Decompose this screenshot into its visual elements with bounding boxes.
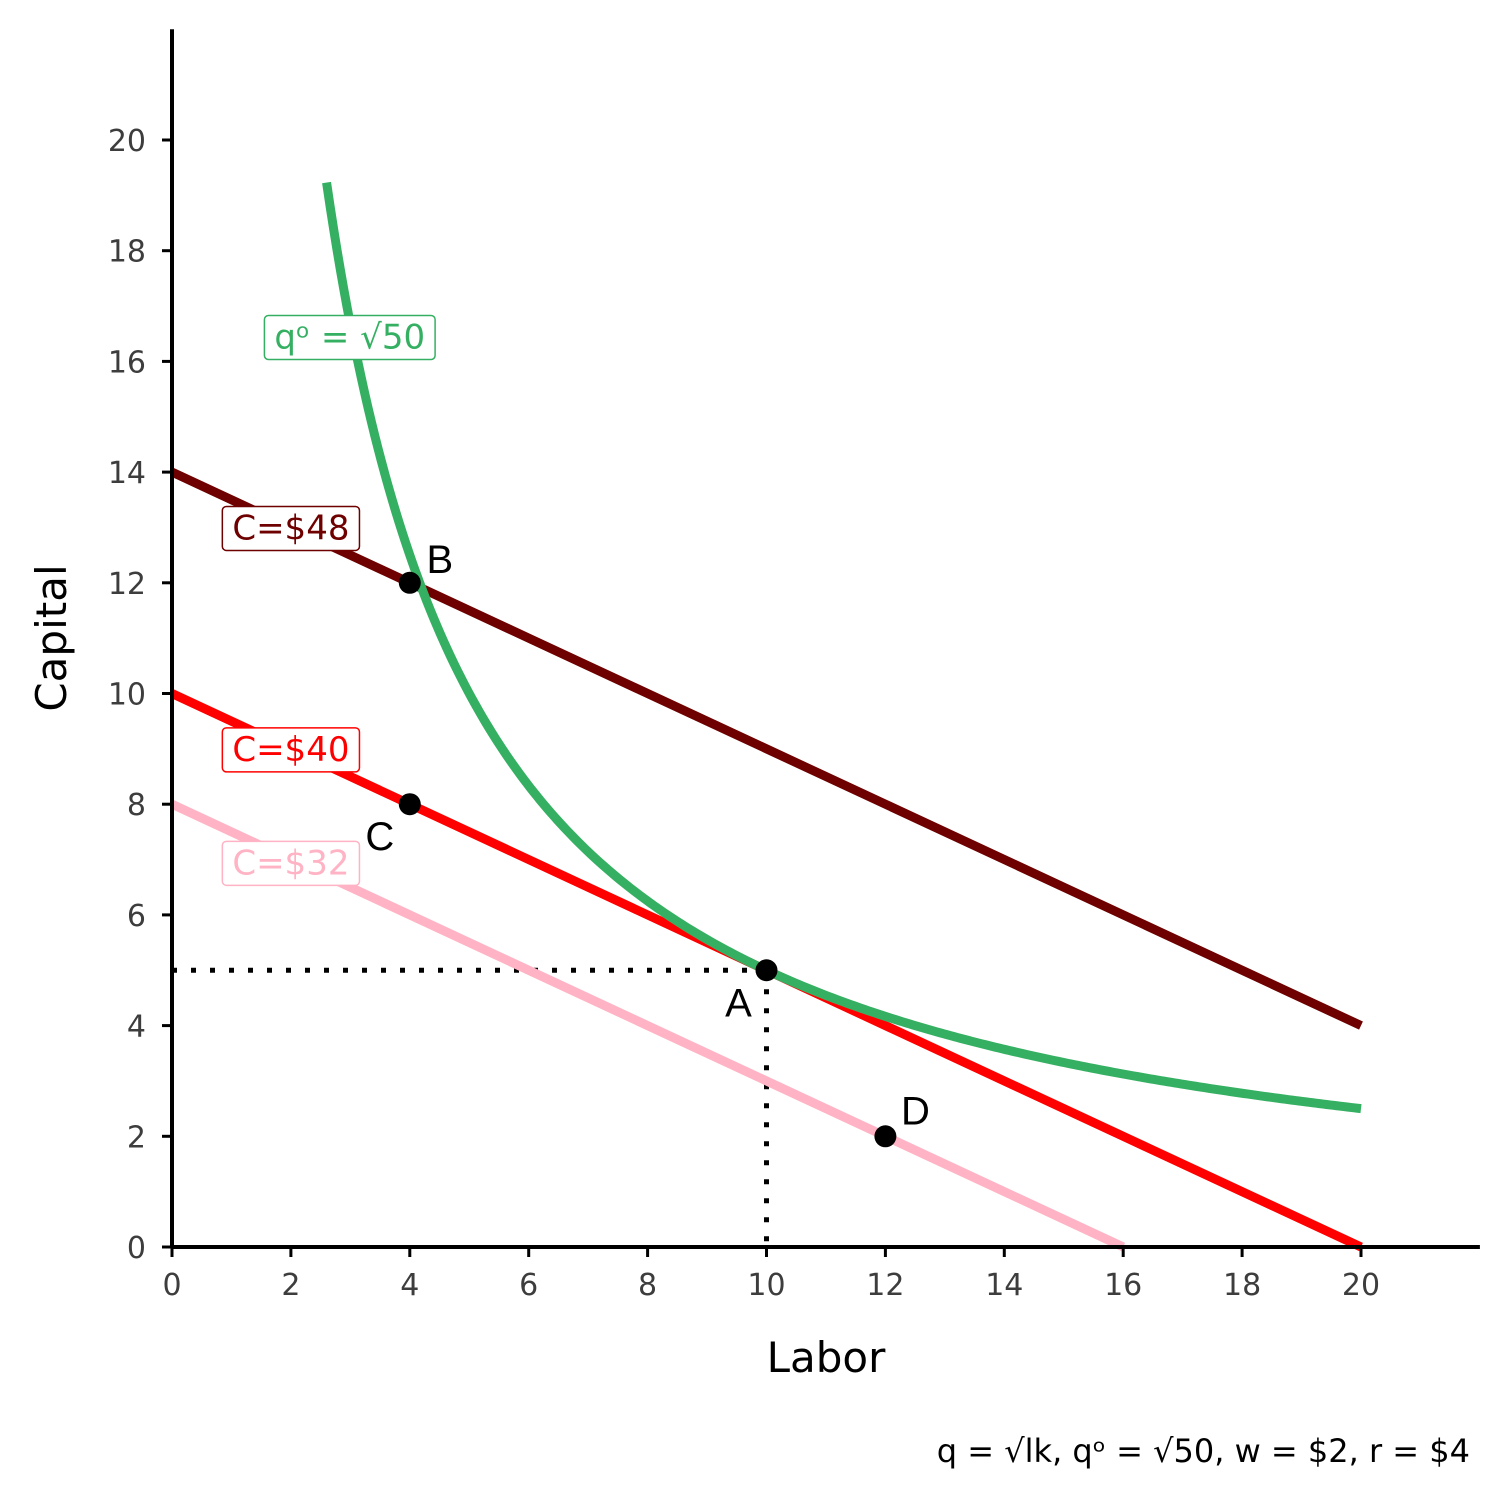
y-tick-label: 16 (108, 345, 146, 380)
line-labels: C=$48 C=$40 C=$32 qᵒ = √50 (221, 314, 436, 887)
isocost-label-2-box (221, 840, 361, 887)
isoquant-label-box (263, 314, 436, 361)
isocost-label-1-box (221, 727, 361, 773)
x-tick-label: 16 (1104, 1268, 1142, 1303)
isoquant-curve (322, 181, 1362, 1114)
x-tick-label: 6 (519, 1268, 538, 1303)
y-tick-label: 4 (127, 1010, 146, 1045)
y-tick-label: 10 (108, 678, 146, 713)
x-tick-label: 12 (866, 1268, 904, 1303)
x-tick-label: 10 (747, 1268, 785, 1303)
x-tick-label: 2 (281, 1268, 300, 1303)
y-tick-label: 2 (127, 1120, 146, 1155)
x-axis-label: Labor (767, 1333, 886, 1382)
guide-lines (172, 967, 769, 1247)
point-label-D: D (901, 1089, 930, 1133)
x-tick-label: 4 (400, 1268, 419, 1303)
tick-labels: 0 2 4 6 8 10 12 14 16 18 20 0 2 4 6 8 10 12 14 16 18 20 (108, 124, 1380, 1303)
isocost-line-0 (170, 468, 1363, 1030)
axes (162, 29, 1480, 1257)
y-tick-label: 0 (127, 1231, 146, 1266)
y-tick-label: 20 (108, 124, 146, 159)
point-B (398, 571, 421, 594)
point-label-C: C (365, 815, 394, 859)
isocost-label-0-box (221, 505, 361, 552)
x-tick-label: 14 (985, 1268, 1023, 1303)
point-A (755, 959, 778, 982)
isocost-label-1: C=$40 (221, 727, 361, 773)
isocost-label-2-text: C=$32 (232, 843, 349, 883)
isocost-label-1-text: C=$40 (232, 730, 349, 770)
isoquant-label: qᵒ = √50 (263, 314, 436, 361)
point-C (398, 793, 421, 816)
y-tick-label: 8 (127, 788, 146, 823)
y-tick-label: 12 (108, 567, 146, 602)
x-tick-label: 0 (162, 1268, 181, 1303)
y-tick-label: 6 (127, 899, 146, 934)
isocost-label-0: C=$48 (221, 505, 361, 552)
isoquant-label-text: qᵒ = √50 (274, 317, 425, 357)
isocost-label-0-text: C=$48 (232, 508, 349, 548)
point-label-B: B (426, 538, 453, 582)
isocost-label-2: C=$32 (221, 840, 361, 887)
point-D (874, 1125, 897, 1148)
point-label-A: A (725, 981, 752, 1025)
x-tick-label: 18 (1223, 1268, 1261, 1303)
x-tick-label: 8 (638, 1268, 657, 1303)
x-tick-label: 20 (1342, 1268, 1380, 1303)
y-axis-label: Capital (27, 564, 76, 711)
caption: q = √lk, qᵒ = √50, w = $2, r = $4 (937, 1432, 1470, 1470)
y-tick-label: 18 (108, 235, 146, 270)
points: A B C D (365, 538, 930, 1148)
y-tick-label: 14 (108, 456, 146, 491)
